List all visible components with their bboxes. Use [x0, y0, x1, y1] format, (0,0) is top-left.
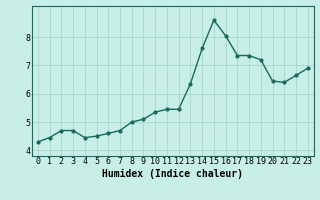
X-axis label: Humidex (Indice chaleur): Humidex (Indice chaleur) [102, 169, 243, 179]
